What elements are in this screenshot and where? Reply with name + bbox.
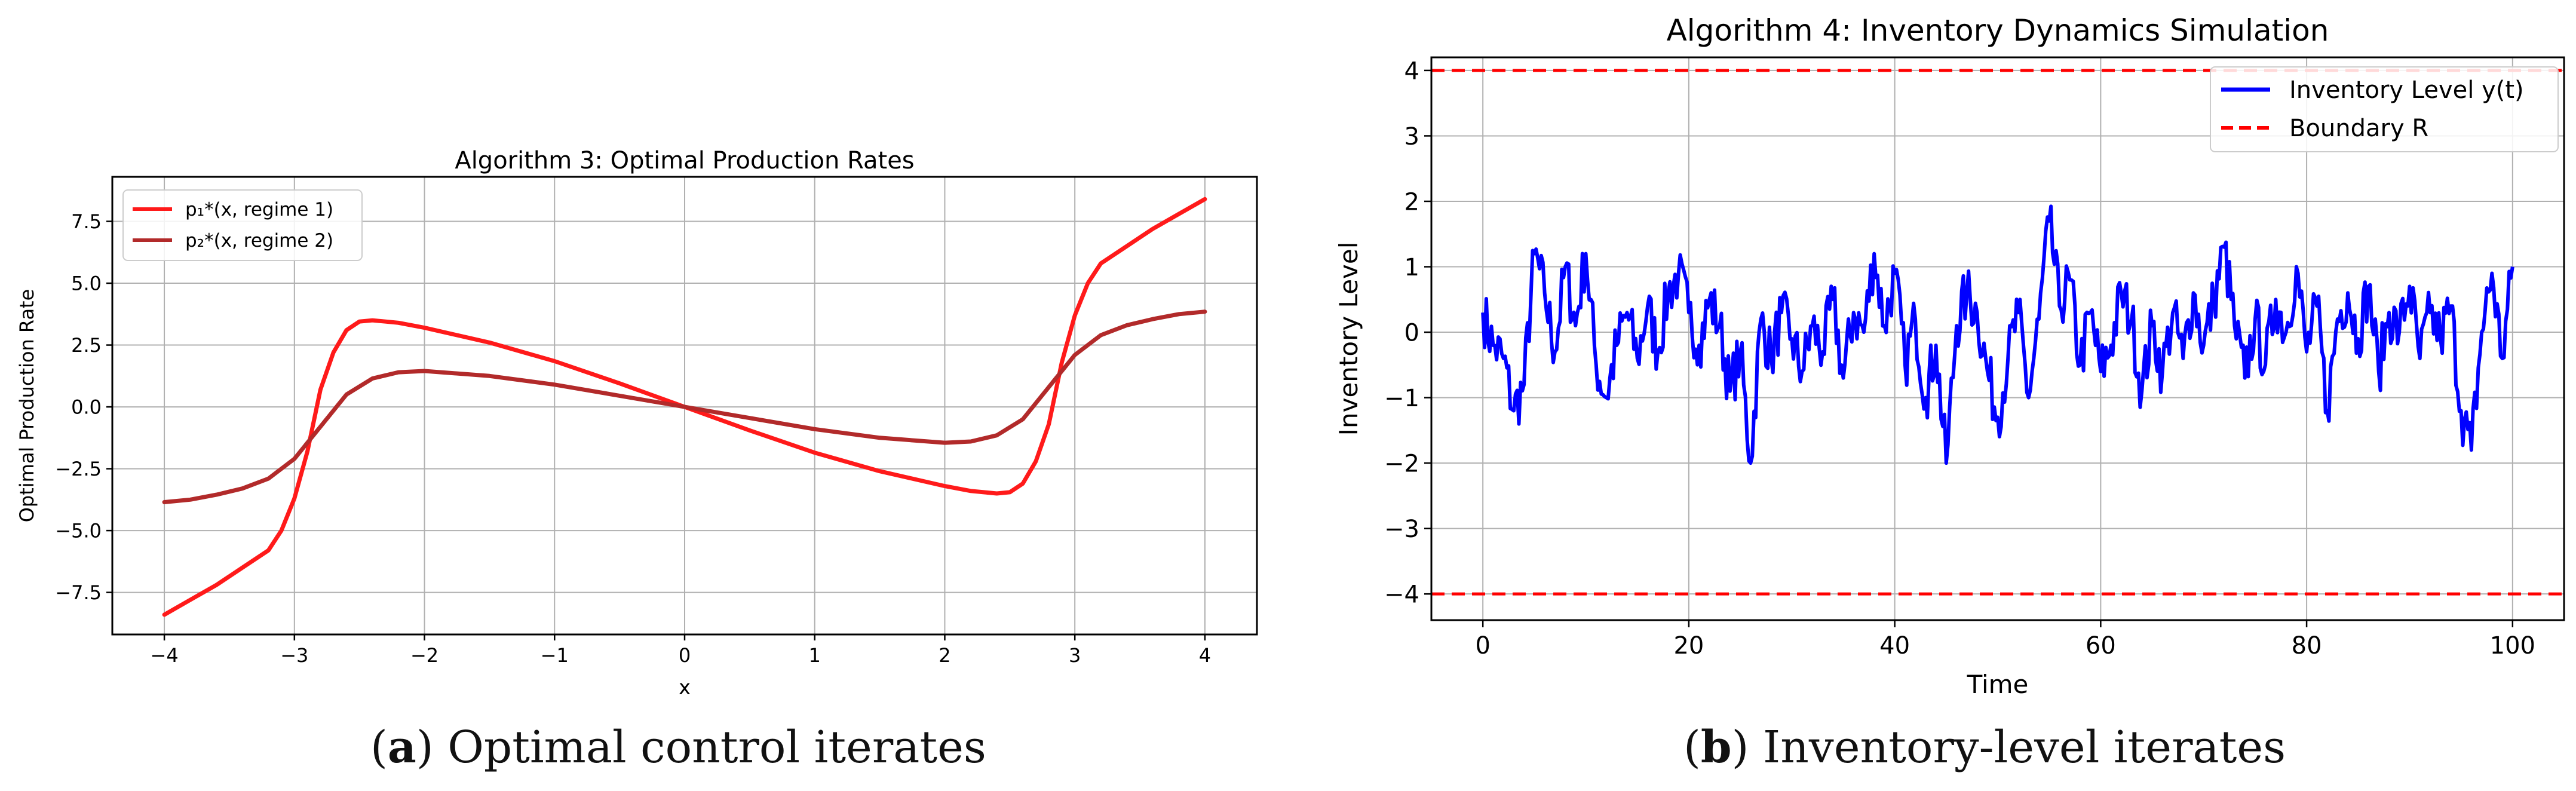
x-tick-label: 0 — [1475, 632, 1490, 660]
chart-b-axes-frame — [1430, 56, 2565, 621]
chart-a-series-layer — [162, 197, 1207, 617]
chart-a: −4 −3 −2 −1 0 1 2 3 4 −7.5 −5.0 −2.5 0.0 2.5 5.0 7.5 Al… — [16, 147, 1258, 700]
caption-a: (a) Optimal control iterates — [370, 722, 986, 773]
chart-b-legend-label-boundary: Boundary R — [2289, 115, 2428, 142]
y-tick-label: −4 — [1384, 581, 1419, 609]
caption-b: (b) Inventory-level iterates — [1683, 722, 2286, 773]
y-tick-label: −2 — [1384, 450, 1419, 478]
y-tick-label: 2 — [1404, 188, 1419, 216]
y-tick-label: 3 — [1404, 123, 1419, 151]
y-tick-label: 4 — [1404, 57, 1419, 85]
y-tick-label: 2.5 — [71, 334, 102, 357]
x-tick-label: −2 — [410, 644, 438, 667]
y-tick-label: −1 — [1384, 385, 1419, 412]
x-tick-label: 2 — [939, 644, 950, 667]
caption-a-text: Optimal control iterates — [433, 722, 986, 773]
x-tick-label: 3 — [1069, 644, 1081, 667]
chart-b-legend-box — [2210, 66, 2559, 152]
chart-a-legend-label-p1: p₁*(x, regime 1) — [185, 199, 333, 220]
y-tick-label: 1 — [1404, 254, 1419, 281]
y-tick-label: −3 — [1384, 516, 1419, 543]
x-tick-label: −3 — [280, 644, 308, 667]
x-tick-label: 4 — [1199, 644, 1211, 667]
chart-a-legend-label-p2: p₂*(x, regime 2) — [185, 230, 333, 252]
y-tick-label: −5.0 — [55, 520, 102, 542]
chart-a-ylabel: Optimal Production Rate — [16, 289, 38, 523]
chart-a-ticks: −4 −3 −2 −1 0 1 2 3 4 −7.5 −5.0 −2.5 0.0 2.5 5.0 7.5 — [55, 210, 1211, 667]
y-tick-label: 5.0 — [71, 272, 102, 295]
chart-b-ylabel: Inventory Level — [1334, 242, 1363, 436]
y-tick-label: 7.5 — [71, 210, 102, 233]
x-tick-label: 0 — [679, 644, 691, 667]
chart-a-xlabel: x — [679, 676, 691, 700]
chart-b-title: Algorithm 4: Inventory Dynamics Simulati… — [1667, 13, 2329, 48]
y-tick-label: −7.5 — [55, 581, 102, 604]
x-tick-label: 60 — [2086, 632, 2116, 660]
caption-a-letter: a — [387, 722, 416, 773]
chart-b-xlabel: Time — [1967, 670, 2029, 699]
y-tick-label: −2.5 — [55, 458, 102, 480]
chart-b-ticks: 0 20 40 60 80 100 −4 −3 −2 −1 0 1 2 3 4 — [1384, 57, 2535, 660]
x-tick-label: −4 — [151, 644, 179, 667]
caption-b-text: Inventory-level iterates — [1749, 722, 2286, 773]
series-inventory-line — [1481, 204, 2514, 465]
x-tick-label: −1 — [541, 644, 569, 667]
chart-a-title: Algorithm 3: Optimal Production Rates — [455, 147, 914, 174]
caption-b-letter: b — [1700, 722, 1732, 773]
x-tick-label: 1 — [809, 644, 821, 667]
chart-b: 0 20 40 60 80 100 −4 −3 −2 −1 0 1 2 3 4 Algorithm 4: I… — [1334, 13, 2565, 699]
chart-b-legend-label-inventory: Inventory Level y(t) — [2289, 76, 2524, 104]
x-tick-label: 20 — [1673, 632, 1704, 660]
x-tick-label: 100 — [2490, 632, 2535, 660]
x-tick-label: 80 — [2292, 632, 2322, 660]
series-p2-line — [162, 309, 1207, 504]
x-tick-label: 40 — [1879, 632, 1910, 660]
chart-b-legend: Inventory Level y(t) Boundary R — [2210, 66, 2559, 152]
y-tick-label: 0.0 — [71, 396, 102, 419]
y-tick-label: 0 — [1404, 319, 1419, 347]
chart-a-legend: p₁*(x, regime 1) p₂*(x, regime 2) — [122, 189, 363, 261]
chart-a-legend-box — [122, 189, 363, 261]
